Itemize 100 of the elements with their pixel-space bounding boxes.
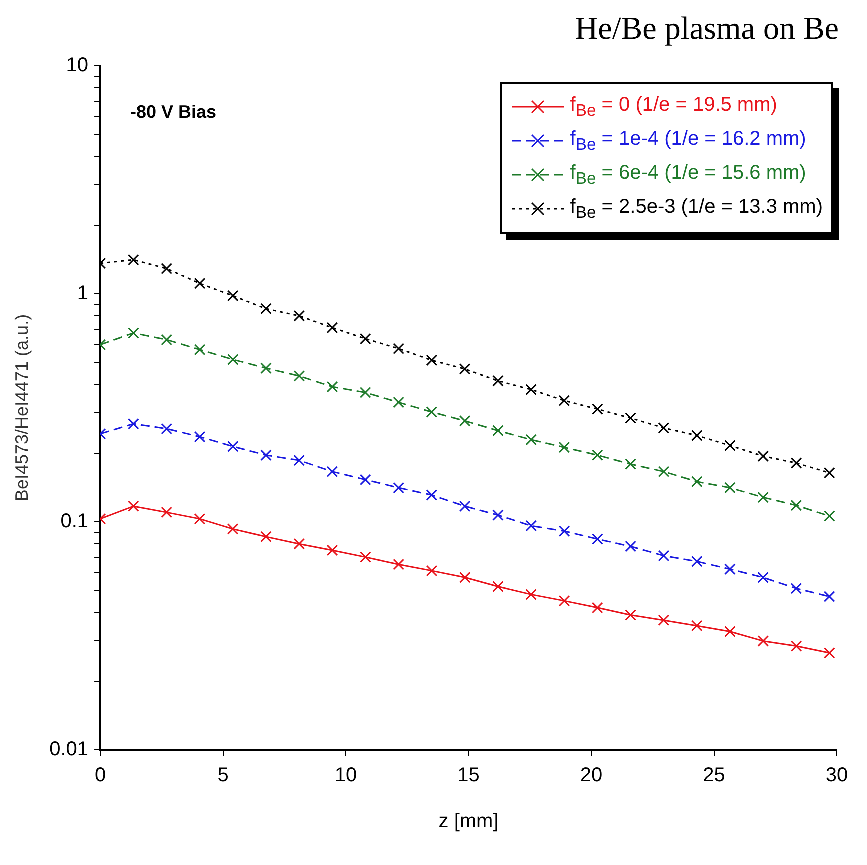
point — [592, 404, 604, 416]
point — [625, 412, 636, 424]
point — [492, 375, 504, 387]
point — [128, 500, 140, 512]
point — [758, 450, 770, 462]
point — [294, 370, 306, 382]
x-tick-label: 10 — [334, 764, 358, 787]
point — [459, 363, 471, 375]
point — [758, 492, 770, 504]
point — [161, 263, 173, 274]
point — [426, 354, 438, 366]
point — [260, 362, 272, 374]
point — [790, 458, 802, 469]
point — [625, 610, 636, 621]
point — [558, 442, 570, 454]
point — [194, 344, 206, 356]
point — [393, 343, 404, 354]
point — [724, 482, 736, 494]
annotation: -80 V Bias — [130, 102, 217, 122]
point — [658, 614, 670, 626]
point — [824, 591, 836, 602]
point — [658, 550, 670, 562]
x-tick-label: 5 — [218, 764, 229, 787]
point — [326, 466, 338, 478]
x-axis-title: z [mm] — [438, 810, 499, 833]
x-tick-label: 15 — [458, 764, 480, 787]
point — [227, 523, 239, 535]
point — [790, 500, 802, 512]
point — [724, 564, 736, 576]
point — [724, 626, 736, 638]
point — [260, 450, 272, 462]
y-tick-label: 1 — [77, 282, 89, 305]
point — [526, 384, 538, 396]
point — [360, 387, 372, 398]
point — [790, 582, 802, 594]
point — [758, 572, 770, 584]
point — [658, 422, 670, 434]
point — [128, 254, 140, 266]
x-tick-label: 0 — [94, 764, 106, 787]
point — [260, 531, 272, 543]
point — [558, 595, 570, 607]
point — [326, 544, 338, 556]
point — [426, 406, 438, 418]
point — [459, 500, 471, 512]
x-tick-label: 30 — [826, 764, 848, 787]
point — [592, 450, 604, 462]
point — [227, 440, 239, 452]
point — [558, 526, 570, 538]
point — [260, 303, 272, 315]
point — [592, 534, 604, 545]
point — [161, 423, 173, 435]
point — [360, 474, 372, 486]
point — [625, 458, 636, 470]
point — [426, 490, 438, 501]
y-tick-label: 0.01 — [50, 738, 89, 761]
legend-label: f$_{Be}$ = 1e-4 (1/e = 16.2 mm) — [570, 128, 806, 154]
legend-label: f$_{Be}$ = 2.5e-3 (1/e = 13.3 mm) — [570, 196, 823, 222]
point — [294, 454, 306, 466]
point — [426, 565, 438, 577]
point — [526, 520, 538, 532]
point — [393, 396, 404, 408]
point — [393, 558, 404, 570]
point — [724, 440, 736, 452]
point — [691, 476, 703, 488]
point — [625, 540, 636, 552]
chart-title: He/Be plasma on Be — [574, 9, 840, 48]
y-axis-title: BeI4573/HeI4471 (a.u.) — [12, 314, 32, 502]
point — [492, 581, 504, 592]
legend-label: f$_{Be}$ = 6e-4 (1/e = 15.6 mm) — [570, 162, 806, 188]
point — [326, 322, 338, 334]
point — [824, 510, 836, 522]
point — [161, 506, 173, 518]
x-tick-label: 25 — [703, 764, 726, 787]
legend-label: f$_{Be}$ = 0 (1/e = 19.5 mm) — [570, 94, 778, 120]
point — [691, 620, 703, 632]
point — [824, 467, 836, 479]
point — [194, 278, 206, 290]
point — [227, 290, 239, 302]
point — [492, 425, 504, 437]
point — [790, 640, 802, 652]
y-tick-label: 0.1 — [60, 510, 89, 533]
point — [824, 647, 836, 659]
point — [294, 538, 306, 550]
point — [658, 466, 670, 478]
point — [161, 334, 173, 346]
point — [393, 482, 404, 494]
point — [459, 415, 471, 427]
y-tick-label: 10 — [66, 54, 89, 77]
point — [360, 333, 372, 345]
point — [128, 328, 140, 339]
point — [360, 552, 372, 564]
point — [459, 572, 471, 584]
point — [492, 510, 504, 521]
point — [326, 381, 338, 393]
point — [558, 395, 570, 407]
point — [194, 513, 206, 525]
x-tick-label: 20 — [580, 764, 603, 787]
point — [592, 602, 604, 614]
point — [227, 354, 239, 366]
point — [758, 636, 770, 647]
